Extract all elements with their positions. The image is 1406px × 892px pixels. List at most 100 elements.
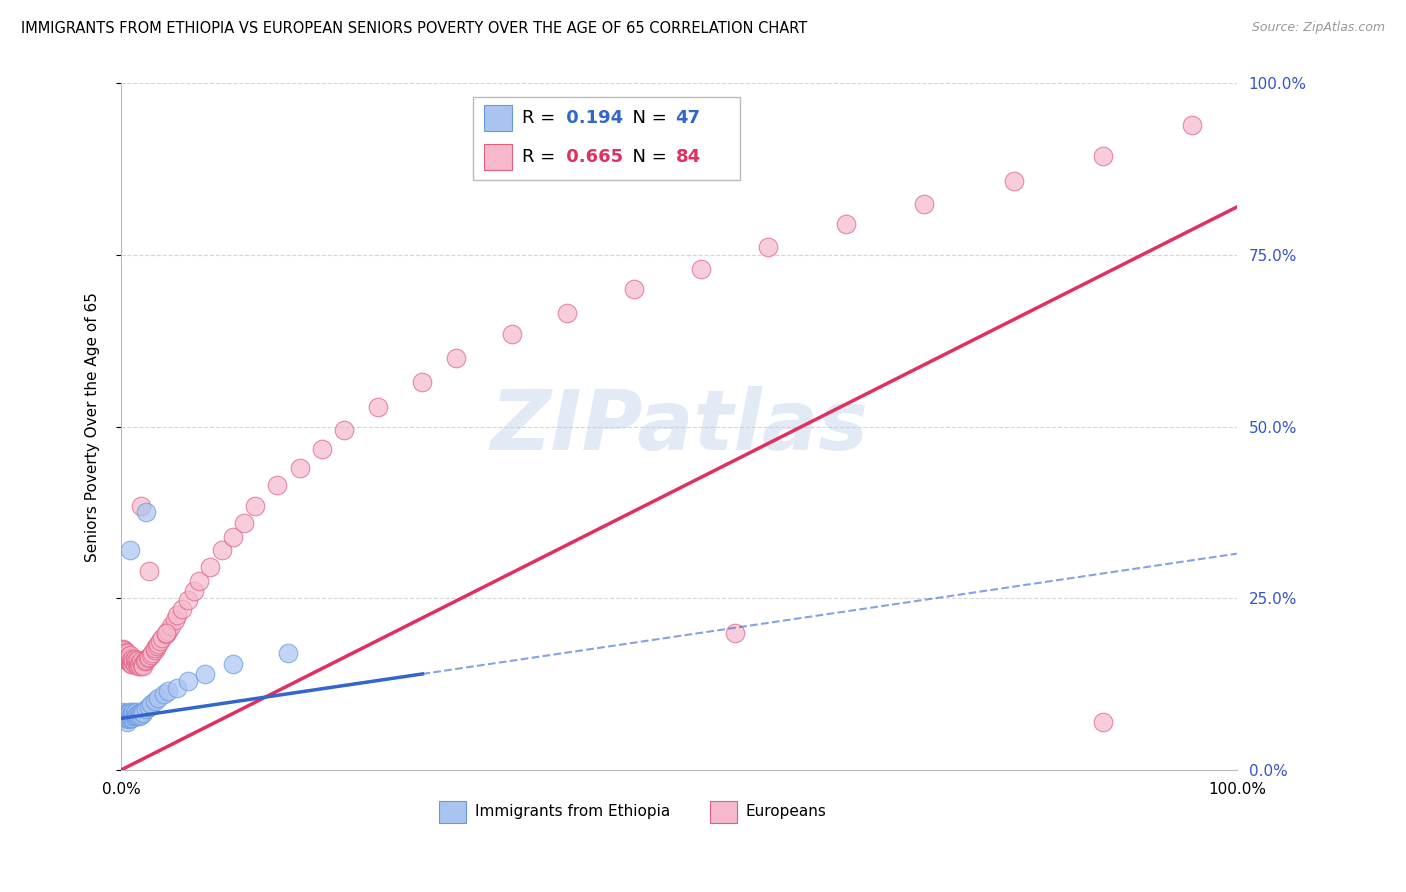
Point (557, 306, 579, 320)
Point (127, 706, 149, 721)
Point (118, 653, 141, 667)
Point (367, 401, 389, 415)
Point (111, 642, 134, 657)
Point (117, 712, 139, 726)
Point (311, 442, 333, 456)
Point (120, 651, 142, 665)
Point (138, 699, 160, 714)
Point (128, 708, 150, 723)
FancyBboxPatch shape (710, 801, 737, 823)
Point (172, 601, 194, 615)
Point (125, 708, 148, 723)
Point (124, 657, 146, 671)
Point (143, 640, 166, 655)
FancyBboxPatch shape (472, 97, 741, 179)
Point (129, 708, 152, 723)
Y-axis label: Seniors Poverty Over the Age of 65: Seniors Poverty Over the Age of 65 (86, 292, 100, 562)
Point (118, 706, 141, 720)
Point (121, 711, 143, 725)
Point (132, 658, 155, 673)
Point (115, 646, 138, 660)
Point (724, 625, 747, 640)
Point (129, 706, 152, 720)
Point (135, 506, 157, 520)
Point (120, 653, 142, 667)
Point (166, 681, 188, 695)
Point (183, 584, 205, 599)
Point (131, 657, 153, 672)
Point (117, 651, 139, 665)
Point (136, 651, 159, 665)
Point (177, 673, 200, 688)
Point (114, 651, 136, 665)
Text: 84: 84 (676, 148, 700, 166)
Point (111, 646, 134, 660)
Point (623, 282, 645, 296)
Point (117, 708, 139, 723)
Point (121, 657, 143, 671)
Point (111, 711, 134, 725)
Text: 47: 47 (676, 110, 700, 128)
Point (114, 706, 136, 721)
Point (131, 705, 153, 719)
Point (122, 708, 145, 723)
FancyBboxPatch shape (484, 105, 512, 131)
Point (121, 651, 143, 665)
Text: N =: N = (621, 148, 672, 166)
Text: Europeans: Europeans (747, 805, 827, 819)
Text: 0.665: 0.665 (560, 148, 623, 166)
Point (120, 543, 142, 558)
Point (1002, 174, 1025, 188)
FancyBboxPatch shape (484, 144, 512, 170)
Text: IMMIGRANTS FROM ETHIOPIA VS EUROPEAN SENIORS POVERTY OVER THE AGE OF 65 CORRELAT: IMMIGRANTS FROM ETHIOPIA VS EUROPEAN SEN… (21, 21, 807, 37)
Point (124, 706, 146, 720)
Point (143, 642, 166, 657)
Point (120, 708, 142, 723)
Point (120, 657, 142, 671)
Point (129, 499, 152, 513)
Text: 0.194: 0.194 (560, 110, 623, 128)
Point (146, 637, 169, 651)
Point (114, 706, 136, 720)
Point (128, 657, 150, 671)
Point (160, 619, 183, 633)
Point (1091, 714, 1114, 729)
Point (114, 645, 136, 659)
Point (156, 624, 179, 639)
Point (117, 655, 139, 669)
Point (127, 653, 149, 667)
Point (112, 645, 135, 659)
Point (122, 705, 145, 719)
Point (114, 709, 136, 723)
Point (411, 375, 433, 389)
Point (138, 564, 160, 578)
Point (155, 625, 177, 640)
Point (277, 646, 299, 660)
Point (163, 613, 186, 627)
Point (124, 651, 146, 665)
Point (266, 478, 288, 492)
Point (501, 326, 523, 341)
FancyBboxPatch shape (439, 801, 465, 823)
Point (200, 560, 222, 574)
Point (155, 627, 177, 641)
Point (177, 592, 200, 607)
Point (222, 657, 245, 671)
Text: Immigrants from Ethiopia: Immigrants from Ethiopia (475, 805, 671, 819)
Point (118, 648, 141, 663)
Point (120, 709, 142, 723)
Point (149, 633, 172, 648)
Point (152, 631, 174, 645)
Point (912, 196, 935, 211)
Point (129, 655, 152, 669)
Point (112, 648, 135, 662)
Point (444, 351, 467, 365)
Point (152, 687, 174, 701)
Point (124, 709, 146, 723)
Point (124, 705, 146, 719)
Point (114, 643, 136, 657)
Point (127, 658, 149, 673)
Point (115, 649, 138, 664)
Point (120, 655, 142, 669)
Point (121, 706, 143, 720)
